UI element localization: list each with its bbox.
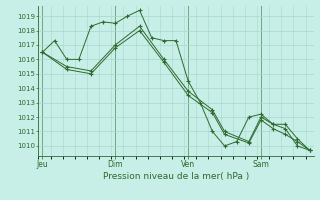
X-axis label: Pression niveau de la mer( hPa ): Pression niveau de la mer( hPa ): [103, 172, 249, 181]
